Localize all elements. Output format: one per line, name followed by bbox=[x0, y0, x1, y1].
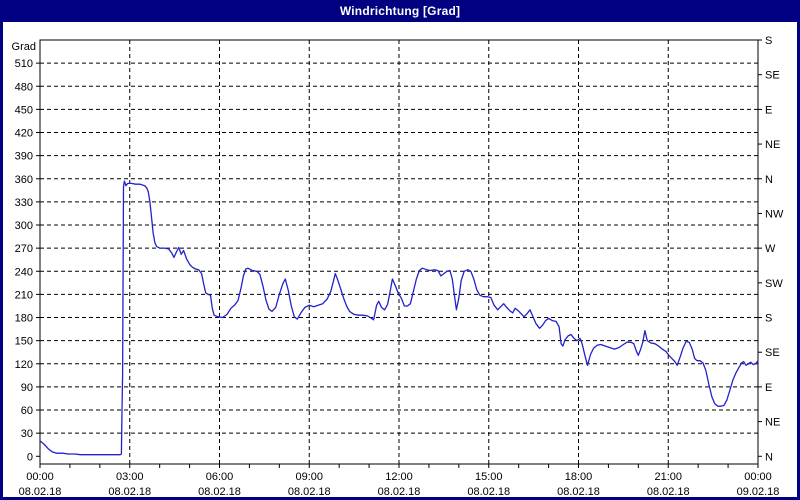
title-bar: Windrichtung [Grad] bbox=[0, 0, 800, 22]
x-axis-date-label: 08.02.18 bbox=[198, 486, 241, 497]
y-axis-tick-label: 210 bbox=[15, 289, 33, 301]
x-axis-time-label: 00:00 bbox=[744, 471, 772, 483]
compass-tick-label: N bbox=[765, 451, 773, 463]
compass-tick-label: E bbox=[765, 104, 772, 116]
x-axis-time-label: 09:00 bbox=[295, 471, 323, 483]
y-axis-tick-label: 120 bbox=[15, 359, 33, 371]
x-axis-date-label: 08.02.18 bbox=[467, 486, 510, 497]
y-axis-tick-label: 240 bbox=[15, 266, 33, 278]
y-axis-tick-label: 450 bbox=[15, 104, 33, 116]
x-axis-time-label: 06:00 bbox=[206, 471, 234, 483]
compass-tick-label: NE bbox=[765, 139, 780, 151]
x-axis-date-label: 08.02.18 bbox=[647, 486, 690, 497]
data-line bbox=[39, 180, 759, 456]
compass-tick-label: W bbox=[765, 243, 776, 255]
wind-direction-chart: 0 30 60 90 120 150 180 210 240 270 300 330 360 390 420… bbox=[12, 35, 784, 497]
y-axis-tick-label: 0 bbox=[27, 451, 33, 463]
compass-tick-label: E bbox=[765, 382, 772, 394]
chart-area: 0 30 60 90 120 150 180 210 240 270 300 330 360 390 420… bbox=[3, 22, 797, 497]
y-axis-tick-label: 330 bbox=[15, 197, 33, 209]
x-axis-date-label: 08.02.18 bbox=[108, 486, 151, 497]
compass-tick-label: S bbox=[765, 313, 772, 325]
y-axis-tick-label: 360 bbox=[15, 174, 33, 186]
x-axis-date-label: 08.02.18 bbox=[288, 486, 331, 497]
x-axis-time-label: 00:00 bbox=[26, 471, 54, 483]
x-axis-date-label: 08.02.18 bbox=[378, 486, 421, 497]
x-axis-date-label: 08.02.18 bbox=[557, 486, 600, 497]
y-axis-tick-label: 90 bbox=[21, 382, 33, 394]
y-axis-tick-label: 420 bbox=[15, 128, 33, 140]
compass-tick-label: SE bbox=[765, 70, 780, 82]
x-axis-time-label: 15:00 bbox=[475, 471, 503, 483]
compass-tick-label: SW bbox=[765, 278, 783, 290]
x-axis-time-label: 12:00 bbox=[385, 471, 413, 483]
compass-tick-label: NE bbox=[765, 417, 780, 429]
window-title: Windrichtung [Grad] bbox=[339, 4, 461, 18]
y-axis-tick-label: 270 bbox=[15, 243, 33, 255]
compass-tick-label: S bbox=[765, 35, 772, 47]
x-axis-time-label: 18:00 bbox=[565, 471, 593, 483]
x-axis-time-label: 03:00 bbox=[116, 471, 144, 483]
y-axis-tick-label: 30 bbox=[21, 428, 33, 440]
y-axis-tick-label: 480 bbox=[15, 81, 33, 93]
compass-tick-label: NW bbox=[765, 208, 784, 220]
y-axis-tick-label: 390 bbox=[15, 151, 33, 163]
compass-tick-label: SE bbox=[765, 347, 780, 359]
y-axis-tick-label: 60 bbox=[21, 405, 33, 417]
x-axis-time-label: 21:00 bbox=[654, 471, 682, 483]
x-axis-date-label: 08.02.18 bbox=[19, 486, 62, 497]
compass-tick-label: N bbox=[765, 174, 773, 186]
x-axis-date-label: 09.02.18 bbox=[737, 486, 780, 497]
y-axis-tick-label: 150 bbox=[15, 336, 33, 348]
y-axis-tick-label: 180 bbox=[15, 313, 33, 325]
y-axis-unit-label: Grad bbox=[12, 41, 36, 53]
y-axis-tick-label: 510 bbox=[15, 58, 33, 70]
y-axis-tick-label: 300 bbox=[15, 220, 33, 232]
